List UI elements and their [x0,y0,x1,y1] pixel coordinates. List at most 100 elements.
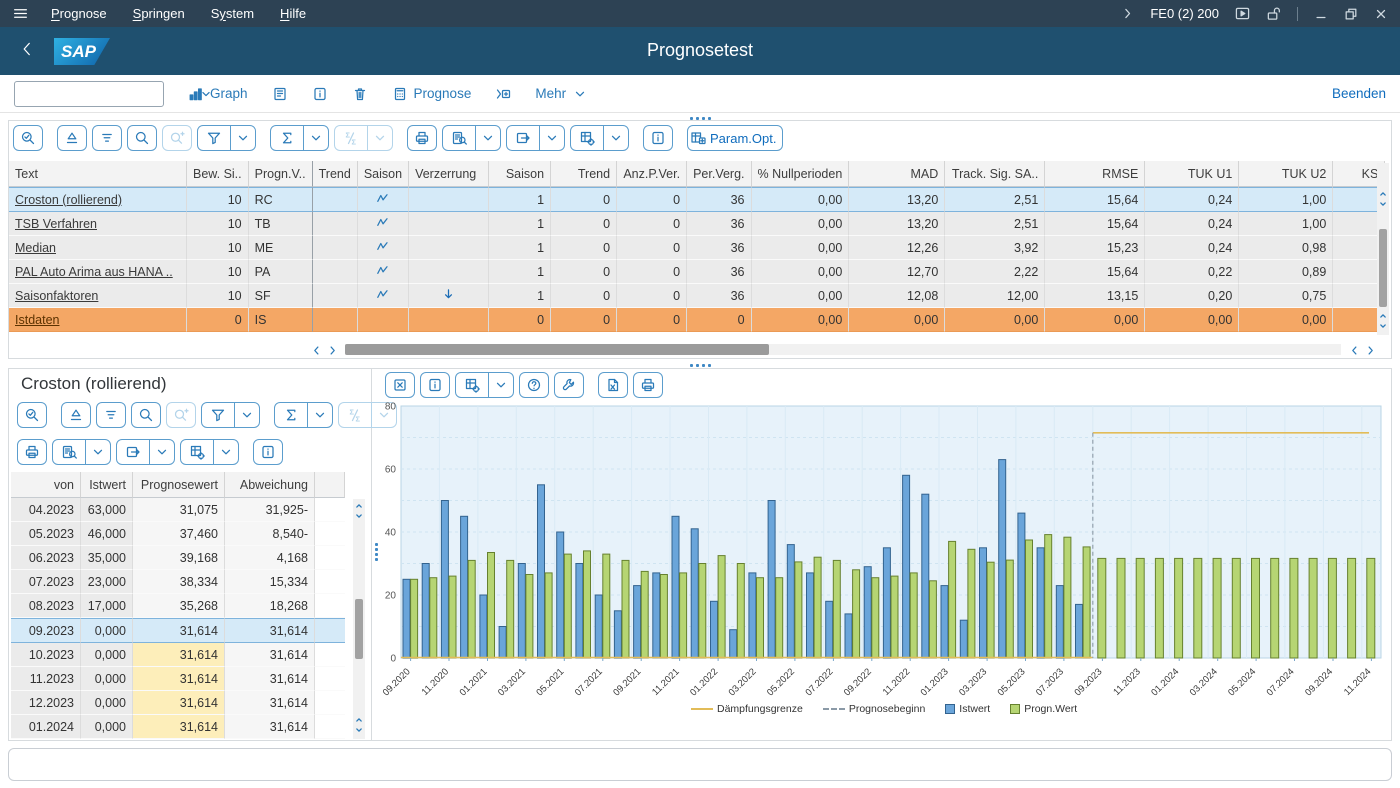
column-header-11[interactable]: MAD [849,161,945,187]
layout-settings-button[interactable] [570,125,629,151]
views-button[interactable] [442,125,501,151]
column-header-0[interactable]: Text [9,161,187,187]
vertical-scrollbar[interactable] [1377,163,1389,335]
find-button[interactable] [131,402,161,428]
row-text-link[interactable]: TSB Verfahren [15,217,97,231]
column-header-10[interactable]: % Nullperioden [752,161,850,187]
column-header-14[interactable]: TUK U1 [1145,161,1239,187]
hamburger-menu-icon[interactable] [12,5,29,22]
table-row[interactable]: 01.20240,00031,61431,614 [11,715,345,739]
table-row[interactable]: Istdaten0IS00000,000,000,000,000,000,00 [9,308,1385,332]
column-header-von[interactable]: von [11,472,81,498]
export-dropdown-button[interactable] [149,440,174,464]
vertical-splitter[interactable] [371,537,381,567]
find-next-button[interactable] [166,402,196,428]
scrollbar-thumb[interactable] [355,599,363,659]
column-header-8[interactable]: Anz.P.Ver. [617,161,687,187]
layout-settings-dropdown-button[interactable] [488,373,513,397]
grid-info-button[interactable] [253,439,283,465]
scrollbar-thumb[interactable] [345,344,769,355]
graph-button[interactable]: Graph [188,86,248,102]
sort-ascending-button[interactable] [57,125,87,151]
subtotal-dropdown-button[interactable] [367,126,392,150]
column-header-Istwert[interactable]: Istwert [81,472,133,498]
info-button[interactable] [312,86,328,102]
views-dropdown-button[interactable] [85,440,110,464]
column-header-Prognosewert[interactable]: Prognosewert [133,472,225,498]
table-row[interactable]: 10.20230,00031,61431,614 [11,643,345,667]
window-restore-button[interactable] [1344,7,1358,21]
column-header-12[interactable]: Track. Sig. SA.. [945,161,1045,187]
export-button[interactable] [116,439,175,465]
detail-screen-button[interactable] [272,86,288,102]
window-close-button[interactable] [1374,7,1388,21]
table-row[interactable]: Median10ME100360,0012,263,9215,230,240,9… [9,236,1385,260]
horizontal-scrollbar[interactable] [9,343,1389,356]
column-header-1[interactable]: Bew. Si.. [187,161,249,187]
table-row[interactable]: 09.20230,00031,61431,614 [11,618,345,643]
export-button[interactable] [506,125,565,151]
export-excel-button[interactable] [598,372,628,398]
print-button[interactable] [407,125,437,151]
print-button[interactable] [633,372,663,398]
gui-scripting-icon[interactable] [1235,6,1250,21]
menu-springen[interactable]: Springen [133,6,185,21]
filter-dropdown-button[interactable] [234,403,259,427]
horizontal-splitter-top[interactable] [0,113,1400,120]
views-dropdown-button[interactable] [475,126,500,150]
table-row[interactable]: TSB Verfahren10TB100360,0013,202,5115,64… [9,212,1385,236]
subtotal-button[interactable]: ΣΣ [334,125,393,151]
table-row[interactable]: 04.202363,00031,07531,925- [11,498,345,522]
row-text-link[interactable]: Istdaten [15,313,59,327]
delete-button[interactable] [352,86,368,102]
filter-button[interactable] [201,402,260,428]
grid-info-button[interactable] [643,125,673,151]
window-minimize-button[interactable] [1314,7,1328,21]
scrollbar-thumb[interactable] [1379,229,1387,307]
table-row[interactable]: Saisonfaktoren10SF100360,0012,0812,0013,… [9,284,1385,308]
sort-descending-button[interactable] [96,402,126,428]
vertical-scrollbar[interactable] [353,499,365,739]
column-header-15[interactable]: TUK U2 [1239,161,1333,187]
sort-ascending-button[interactable] [61,402,91,428]
lock-open-icon[interactable] [1266,6,1281,21]
chevron-right-icon[interactable] [1121,7,1134,20]
column-header-9[interactable]: Per.Verg. [687,161,751,187]
menu-system[interactable]: System [211,6,254,21]
details-button[interactable] [13,125,43,151]
help-button[interactable] [519,372,549,398]
filter-dropdown-button[interactable] [230,126,255,150]
menu-hilfe[interactable]: Hilfe [280,6,306,21]
details-button[interactable] [17,402,47,428]
layout-settings-button[interactable] [455,372,514,398]
find-next-button[interactable] [162,125,192,151]
export-dropdown-button[interactable] [539,126,564,150]
column-header-13[interactable]: RMSE [1045,161,1145,187]
settings-wrench-button[interactable] [554,372,584,398]
column-header-6[interactable]: Saison [489,161,551,187]
beenden-button[interactable]: Beenden [1332,86,1386,101]
chart-info-button[interactable] [420,372,450,398]
insert-method-button[interactable] [495,86,511,102]
column-header-4[interactable]: Saison [358,161,409,187]
menu-prognose[interactable]: Prognose [51,6,107,21]
row-text-link[interactable]: Saisonfaktoren [15,289,98,303]
views-button[interactable] [52,439,111,465]
row-text-link[interactable]: Median [15,241,56,255]
ok-code-combobox[interactable] [14,81,164,107]
column-header-2[interactable]: Progn.V.. [249,161,313,187]
row-text-link[interactable]: Croston (rollierend) [15,193,122,207]
table-row[interactable]: 11.20230,00031,61431,614 [11,667,345,691]
table-row[interactable]: PAL Auto Arima aus HANA ..10PA100360,001… [9,260,1385,284]
print-button[interactable] [17,439,47,465]
sum-button[interactable] [274,402,333,428]
table-row[interactable]: 05.202346,00037,4608,540- [11,522,345,546]
column-header-5[interactable]: Verzerrung [409,161,489,187]
mehr-button[interactable]: Mehr [535,86,588,102]
column-header-3[interactable]: Trend [313,161,358,187]
table-row[interactable]: 07.202323,00038,33415,334 [11,570,345,594]
sum-dropdown-button[interactable] [307,403,332,427]
prognose-button[interactable]: Prognose [392,86,472,102]
find-button[interactable] [127,125,157,151]
column-header-7[interactable]: Trend [551,161,617,187]
